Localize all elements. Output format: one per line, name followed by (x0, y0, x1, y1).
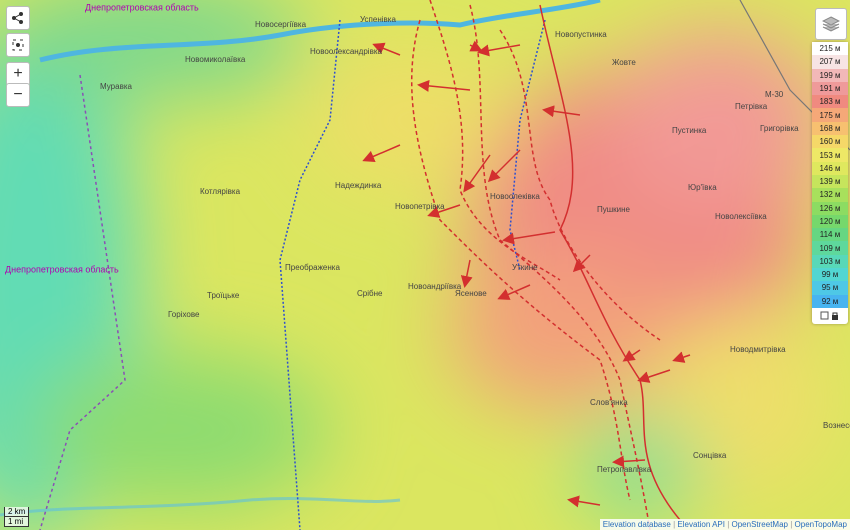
legend-entry: 109 м (812, 241, 848, 255)
place-label: Петрівка (735, 102, 768, 111)
place-label: Жовте (612, 58, 636, 67)
legend-entry: 175 м (812, 108, 848, 122)
place-label: Горіхове (168, 310, 200, 319)
legend-entry: 199 м (812, 68, 848, 82)
locate-button[interactable] (6, 33, 30, 57)
legend-entry: 153 м (812, 148, 848, 162)
place-label: Ясенове (455, 289, 487, 298)
place-label: Пустинка (672, 126, 707, 135)
attribution: Elevation database | Elevation API | Ope… (599, 519, 850, 530)
place-label: Новомиколаївка (185, 55, 246, 64)
legend-entry: 191 м (812, 81, 848, 96)
boundary-line (279, 19, 341, 530)
place-label: Новопетрівка (395, 202, 445, 211)
share-button[interactable] (6, 6, 30, 30)
legend-entry: 114 м (812, 228, 848, 242)
place-label: Петропавлівка (597, 465, 652, 474)
place-label: Вознесе (823, 421, 850, 430)
legend-entry: 126 м (812, 201, 848, 215)
place-label: Новоолеківка (490, 192, 540, 201)
scale-bar: 2 km 1 mi (4, 507, 30, 527)
place-label: Новолексіївка (715, 212, 767, 221)
legend-entry: 139 м (812, 174, 848, 189)
legend-entry: 132 м (812, 188, 848, 202)
attack-arrows (362, 40, 691, 508)
legend-entry: 103 м (812, 254, 848, 269)
legend-entry: 146 м (812, 161, 848, 175)
legend-entry: 99 м (812, 268, 848, 282)
place-label: Григорівка (760, 124, 799, 133)
place-label: Троїцьке (207, 291, 240, 300)
legend-entry: 168 м (812, 121, 848, 136)
separator: | (787, 520, 795, 529)
place-label: Юр'ївка (688, 183, 717, 192)
oblast-border (39, 74, 126, 530)
separator: | (724, 520, 732, 529)
attribution-link[interactable]: Elevation database (602, 520, 671, 529)
legend-entry: 183 м (812, 95, 848, 109)
front-lines (411, 0, 681, 530)
attribution-link[interactable]: OpenStreetMap (731, 520, 788, 529)
legend-entry: 160 м (812, 135, 848, 149)
place-label: Надеждинка (335, 181, 382, 190)
legend-entry: 207 м (812, 55, 848, 69)
place-label: Пушкине (597, 205, 631, 214)
scale-imperial: 1 mi (4, 517, 30, 527)
elevation-legend: 215 м 207 м 199 м 191 м 183 м 175 м 168 м 160 м… (812, 42, 848, 324)
place-label: Срібне (357, 289, 383, 298)
river (0, 497, 401, 517)
place-label: Слов'янка (590, 398, 628, 407)
attribution-link[interactable]: OpenTopoMap (794, 520, 847, 529)
zoom-out[interactable]: − (6, 83, 30, 107)
scale-metric: 2 km (4, 507, 30, 517)
place-label: Сонцівка (693, 451, 727, 460)
place-label: Муравка (100, 82, 132, 91)
place-label: Новоандріївка (408, 282, 462, 291)
attribution-link[interactable]: Elevation API (677, 520, 725, 529)
river (39, 0, 601, 63)
place-label: Новодмитрівка (730, 345, 786, 354)
place-label: Котлярівка (200, 187, 241, 196)
place-label: Днепропетровская область (5, 264, 119, 274)
separator: | (670, 520, 678, 529)
terrain-shading (0, 0, 830, 530)
place-label: Уткине (512, 263, 538, 272)
layers-button[interactable] (815, 8, 847, 40)
legend-entry: 95 м (812, 281, 848, 295)
place-label: Новоолександрівка (310, 47, 383, 56)
legend-lock[interactable] (812, 308, 848, 324)
place-label: Новосергіївка (255, 20, 307, 29)
legend-entry: 120 м (812, 214, 848, 229)
legend-entry: 215 м (812, 42, 848, 56)
place-label: Днепропетровская область (85, 2, 199, 12)
legend-entry: 92 м (812, 294, 848, 308)
place-label: Новопустинка (555, 30, 607, 39)
place-label: М-30 (765, 90, 784, 99)
place-label: Успенівка (360, 15, 396, 24)
place-label: Преображенка (285, 263, 340, 272)
